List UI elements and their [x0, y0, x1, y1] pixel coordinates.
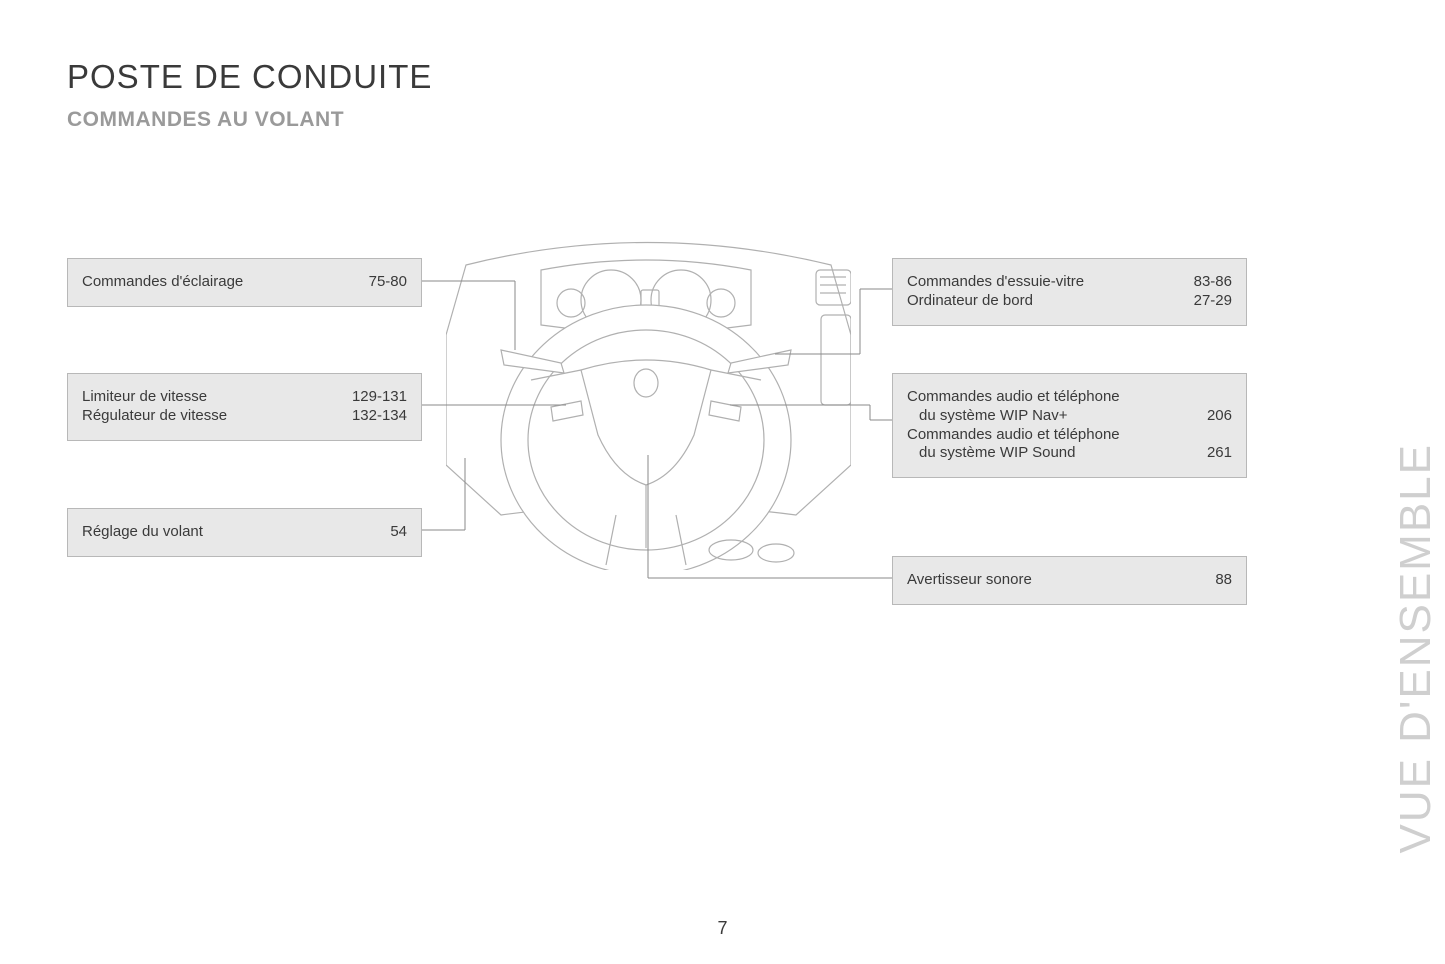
callout-row: du système WIP Nav+ 206: [907, 407, 1232, 426]
callout-label: Commandes d'essuie-vitre: [907, 273, 1084, 292]
callout-pages: 132-134: [332, 407, 407, 426]
callout-audio: Commandes audio et téléphone du système …: [892, 373, 1247, 478]
callout-label: Régulateur de vitesse: [82, 407, 227, 426]
page-subtitle: COMMANDES AU VOLANT: [67, 108, 344, 132]
callout-row: Ordinateur de bord 27-29: [907, 292, 1232, 311]
callout-pages: 27-29: [1174, 292, 1232, 311]
callout-pages: 88: [1195, 571, 1232, 590]
steering-wheel-diagram: [446, 215, 851, 570]
callout-pages: 54: [370, 523, 407, 542]
callout-pages: 129-131: [332, 388, 407, 407]
callout-row: Commandes audio et téléphone: [907, 388, 1232, 407]
callout-pages: 75-80: [349, 273, 407, 292]
callout-label: Ordinateur de bord: [907, 292, 1033, 311]
callout-pages: 261: [1187, 444, 1232, 463]
callout-lighting: Commandes d'éclairage 75-80: [67, 258, 422, 307]
callout-steering-adjust: Réglage du volant 54: [67, 508, 422, 557]
callout-label: du système WIP Nav+: [907, 407, 1068, 426]
callout-pages: 206: [1187, 407, 1232, 426]
callout-speed: Limiteur de vitesse 129-131 Régulateur d…: [67, 373, 422, 441]
callout-label: Commandes audio et téléphone: [907, 426, 1120, 445]
section-side-label: VUE D'ENSEMBLE: [1391, 443, 1441, 854]
callout-row: Avertisseur sonore 88: [907, 571, 1232, 590]
callout-wipers: Commandes d'essuie-vitre 83-86 Ordinateu…: [892, 258, 1247, 326]
callout-row: Commandes d'essuie-vitre 83-86: [907, 273, 1232, 292]
callout-label: Réglage du volant: [82, 523, 203, 542]
callout-row: du système WIP Sound 261: [907, 444, 1232, 463]
page-title: POSTE DE CONDUITE: [67, 58, 432, 96]
callout-row: Commandes d'éclairage 75-80: [82, 273, 407, 292]
callout-label: Avertisseur sonore: [907, 571, 1032, 590]
callout-row: Commandes audio et téléphone: [907, 426, 1232, 445]
callout-label: Commandes audio et téléphone: [907, 388, 1120, 407]
callout-row: Réglage du volant 54: [82, 523, 407, 542]
callout-label: du système WIP Sound: [907, 444, 1075, 463]
callout-label: Commandes d'éclairage: [82, 273, 243, 292]
callout-row: Régulateur de vitesse 132-134: [82, 407, 407, 426]
callout-horn: Avertisseur sonore 88: [892, 556, 1247, 605]
callout-label: Limiteur de vitesse: [82, 388, 207, 407]
page-number: 7: [717, 918, 727, 939]
callout-pages: 83-86: [1174, 273, 1232, 292]
callout-row: Limiteur de vitesse 129-131: [82, 388, 407, 407]
